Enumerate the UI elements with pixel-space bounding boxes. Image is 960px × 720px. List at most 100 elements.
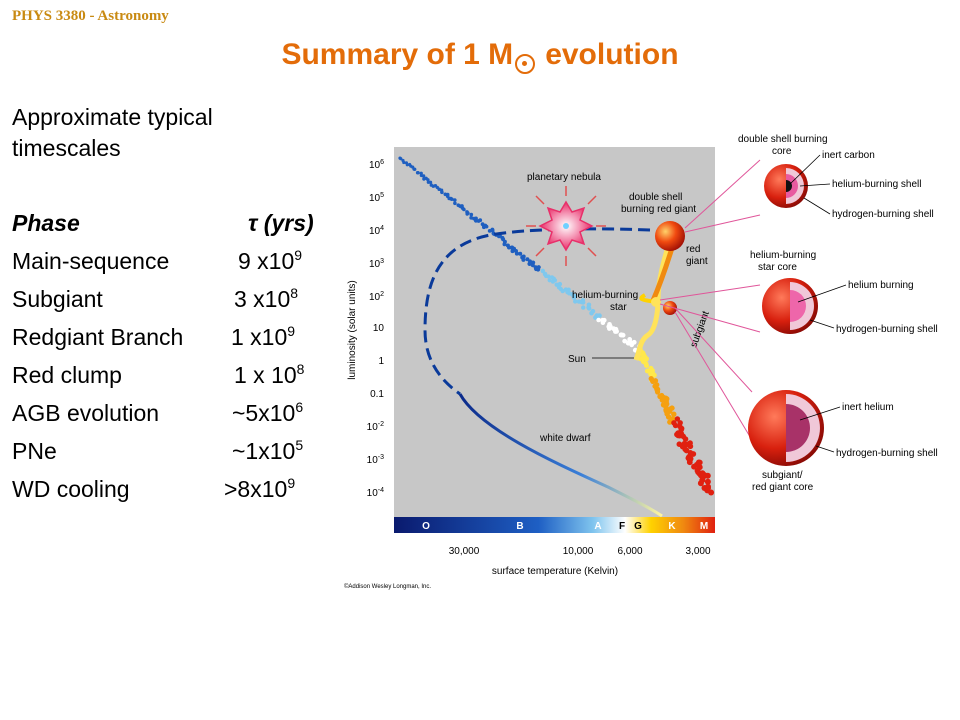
ms-dot [572,294,578,299]
plot-background [394,147,715,517]
sun-symbol-icon [515,54,536,74]
timescale-base: 1 x10 [231,324,288,350]
timescale-exponent: 9 [287,475,296,491]
ms-dot [462,207,466,212]
phase-name: Main-sequence [12,248,170,274]
ms-dot [678,425,685,432]
timescale-exponent: 9 [294,247,303,263]
planetary-nebula [526,186,606,266]
ms-dot [536,265,541,270]
svg-text:10: 10 [373,323,385,334]
ms-dot [683,447,690,454]
ms-dot [581,305,586,310]
timescale-exponent: 8 [290,285,299,301]
ms-dot [552,278,558,283]
bottom-caption-1: subgiant/ [762,470,803,481]
title-prefix: Summary of 1 M [281,38,514,71]
middle-title-2: star core [758,262,797,273]
ms-dot [618,332,624,338]
white-dwarf-track [458,393,663,518]
ms-dot [651,372,657,378]
svg-text:A: A [594,521,601,532]
course-header: PHYS 3380 - Astronomy [12,8,169,24]
middle-label-1: hydrogen-burning shell [836,324,938,335]
ms-dot [402,160,406,165]
y-axis-label: luminosity (solar units) [347,280,358,379]
phase-name: Red clump [12,362,122,388]
ms-dot [440,190,444,195]
ms-dot [613,329,618,334]
svg-text:6,000: 6,000 [617,546,642,557]
label-double-shell-1: double shell [629,192,682,203]
ms-dot [399,157,403,161]
ms-dot [682,436,689,442]
main-sequence-dots [398,156,715,496]
double-shell-core-diagram: double shell burning core inert carbon h… [738,134,934,220]
timescale-base: ~5x10 [232,400,296,426]
top-label-2: hydrogen-burning shell [832,209,934,220]
ms-dot [677,420,683,426]
ms-dot [694,467,701,474]
ms-dot [691,463,697,470]
timescale-base: 9 x10 [238,248,295,274]
ms-dot [622,338,628,344]
phase-name: Redgiant Branch [12,324,184,350]
ms-dot [469,212,474,217]
spectral-class-labels: O B A F G K M [422,521,708,532]
middle-label-0: helium burning [848,280,914,291]
svg-text:M: M [700,521,708,532]
label-double-shell-2: burning red giant [621,204,696,215]
svg-text:10,000: 10,000 [563,546,594,557]
svg-text:F: F [619,521,625,532]
subgiant-star [663,301,677,315]
timescale-exponent: 6 [295,399,304,415]
spectral-bar [394,517,715,533]
ms-dot [596,317,601,323]
ms-dot [602,317,607,323]
svg-text:1: 1 [378,356,384,367]
timescale-base: 1 x 10 [234,362,297,388]
ms-dot [671,411,677,417]
ms-dot [573,299,578,304]
ms-dot [686,459,693,466]
table-row: AGB evolution ~5x106 [12,400,332,438]
tau-symbol: τ [248,210,258,236]
ms-dot [644,368,650,374]
ms-dot [655,389,661,395]
timescale-table: Phase τ (yrs) Main-sequence 9 x109 Subgi… [12,210,332,514]
x-tick-labels: 30,000 10,000 6,000 3,000 [449,546,711,557]
label-red-1: red [686,244,700,255]
table-row: Main-sequence 9 x109 [12,248,332,286]
timescale-value: ~5x106 [232,400,303,427]
ms-dot [527,261,532,266]
timescale-value: 3 x108 [234,286,298,313]
middle-title-1: helium-burning [750,250,816,261]
ms-dot [413,167,417,171]
red-giant-star [655,221,685,251]
subgiant-track [633,239,673,361]
table-header: Phase τ (yrs) [12,210,332,248]
ms-dot [484,224,489,229]
phase-name: AGB evolution [12,400,160,426]
timescale-exponent: 9 [287,323,296,339]
ms-dot [543,273,549,279]
intro-text: Approximate typical timescales [12,104,213,161]
table-row: Red clump 1 x 108 [12,362,332,400]
bottom-label-1: hydrogen-burning shell [836,448,938,459]
ms-dot [698,472,704,479]
copyright: ©Addison Wesley Longman, Inc. [344,583,431,590]
ms-dot [594,313,600,318]
x-axis-label: surface temperature (Kelvin) [492,566,618,577]
ms-dot [581,300,586,305]
timescale-exponent: 5 [295,437,304,453]
tau-unit: (yrs) [263,210,314,236]
ms-dot [547,278,552,283]
ms-dot [428,180,433,184]
svg-text:K: K [668,521,676,532]
ms-dot [589,310,594,316]
svg-text:B: B [516,521,523,532]
ms-dot [672,422,679,429]
expansion-arrows [526,186,606,266]
label-planetary-nebula: planetary nebula [527,172,601,183]
